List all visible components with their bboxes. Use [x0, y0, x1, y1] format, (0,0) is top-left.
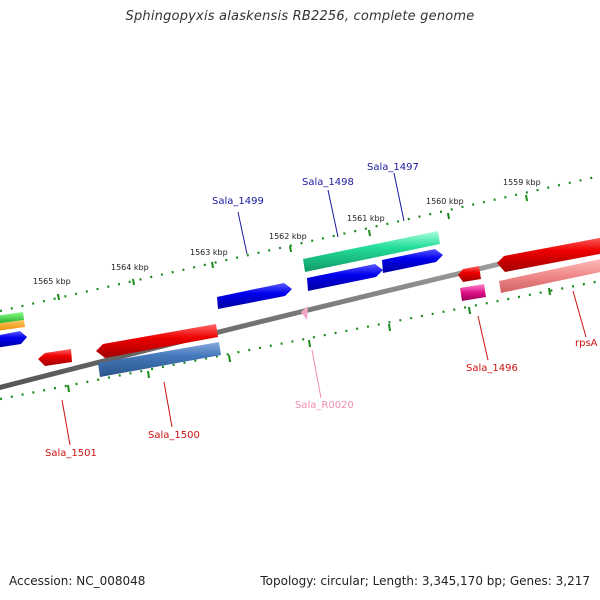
kbp-label-1561: 1561 kbp — [347, 214, 385, 223]
leader-sala-1500 — [163, 381, 173, 428]
gene-sala-1498[interactable] — [307, 264, 383, 291]
page-title: Sphingopyxis alaskensis RB2256, complete… — [125, 9, 475, 24]
leader-sala-1496 — [477, 315, 489, 361]
kbp-label-1559: 1559 kbp — [503, 178, 541, 187]
kbp-label-1564: 1564 kbp — [111, 263, 149, 272]
gene-label-sala-1498: Sala_1498 — [302, 177, 354, 188]
leader-sala-1499 — [237, 211, 248, 255]
leader-sala-1497 — [393, 172, 405, 222]
gene-label-rpsA: rpsA — [575, 338, 598, 349]
gene-feature-green-edge[interactable] — [0, 312, 24, 324]
gene-sala-1500-red[interactable] — [96, 324, 218, 358]
ruler-outer-major-ticks — [57, 194, 528, 301]
gene-rrna-mint[interactable] — [303, 231, 440, 272]
gene-feature-blue-edge[interactable] — [0, 331, 27, 348]
gene-sala-1497[interactable] — [382, 249, 443, 273]
gene-sala-1501[interactable] — [38, 349, 72, 366]
leader-sala-1498 — [327, 189, 339, 238]
gene-rpsA-red[interactable] — [497, 236, 600, 272]
ruler-inner-major-ticks — [67, 287, 551, 393]
gene-label-sala-r0020: Sala_R0020 — [295, 400, 354, 411]
topology-text: Topology: circular; Length: 3,345,170 bp… — [260, 574, 590, 588]
gene-trna-magenta[interactable] — [460, 284, 486, 301]
kbp-label-1560: 1560 kbp — [426, 197, 464, 206]
gene-label-sala-1500: Sala_1500 — [148, 430, 200, 441]
gene-label-sala-1496: Sala_1496 — [466, 363, 518, 374]
feature-sala-r0020[interactable] — [301, 306, 308, 320]
gene-sala-1500-steel[interactable] — [98, 342, 221, 377]
ruler-inner — [0, 279, 600, 401]
gene-rpsA-light[interactable] — [499, 257, 600, 293]
leader-rpsA — [572, 290, 587, 338]
gene-label-sala-1499: Sala_1499 — [212, 196, 264, 207]
accession-text: Accession: NC_008048 — [9, 574, 146, 588]
kbp-label-1565: 1565 kbp — [33, 277, 71, 286]
leader-sala-r0020 — [311, 349, 322, 399]
gene-label-sala-1501: Sala_1501 — [45, 448, 97, 459]
gene-feature-orange-edge[interactable] — [0, 320, 25, 331]
gene-sala-1499[interactable] — [217, 283, 292, 309]
gene-sala-1496[interactable] — [458, 266, 481, 282]
gene-label-sala-1497: Sala_1497 — [367, 162, 419, 173]
leader-sala-1501 — [61, 399, 71, 446]
kbp-label-1563: 1563 kbp — [190, 248, 228, 257]
kbp-label-1562: 1562 kbp — [269, 232, 307, 241]
